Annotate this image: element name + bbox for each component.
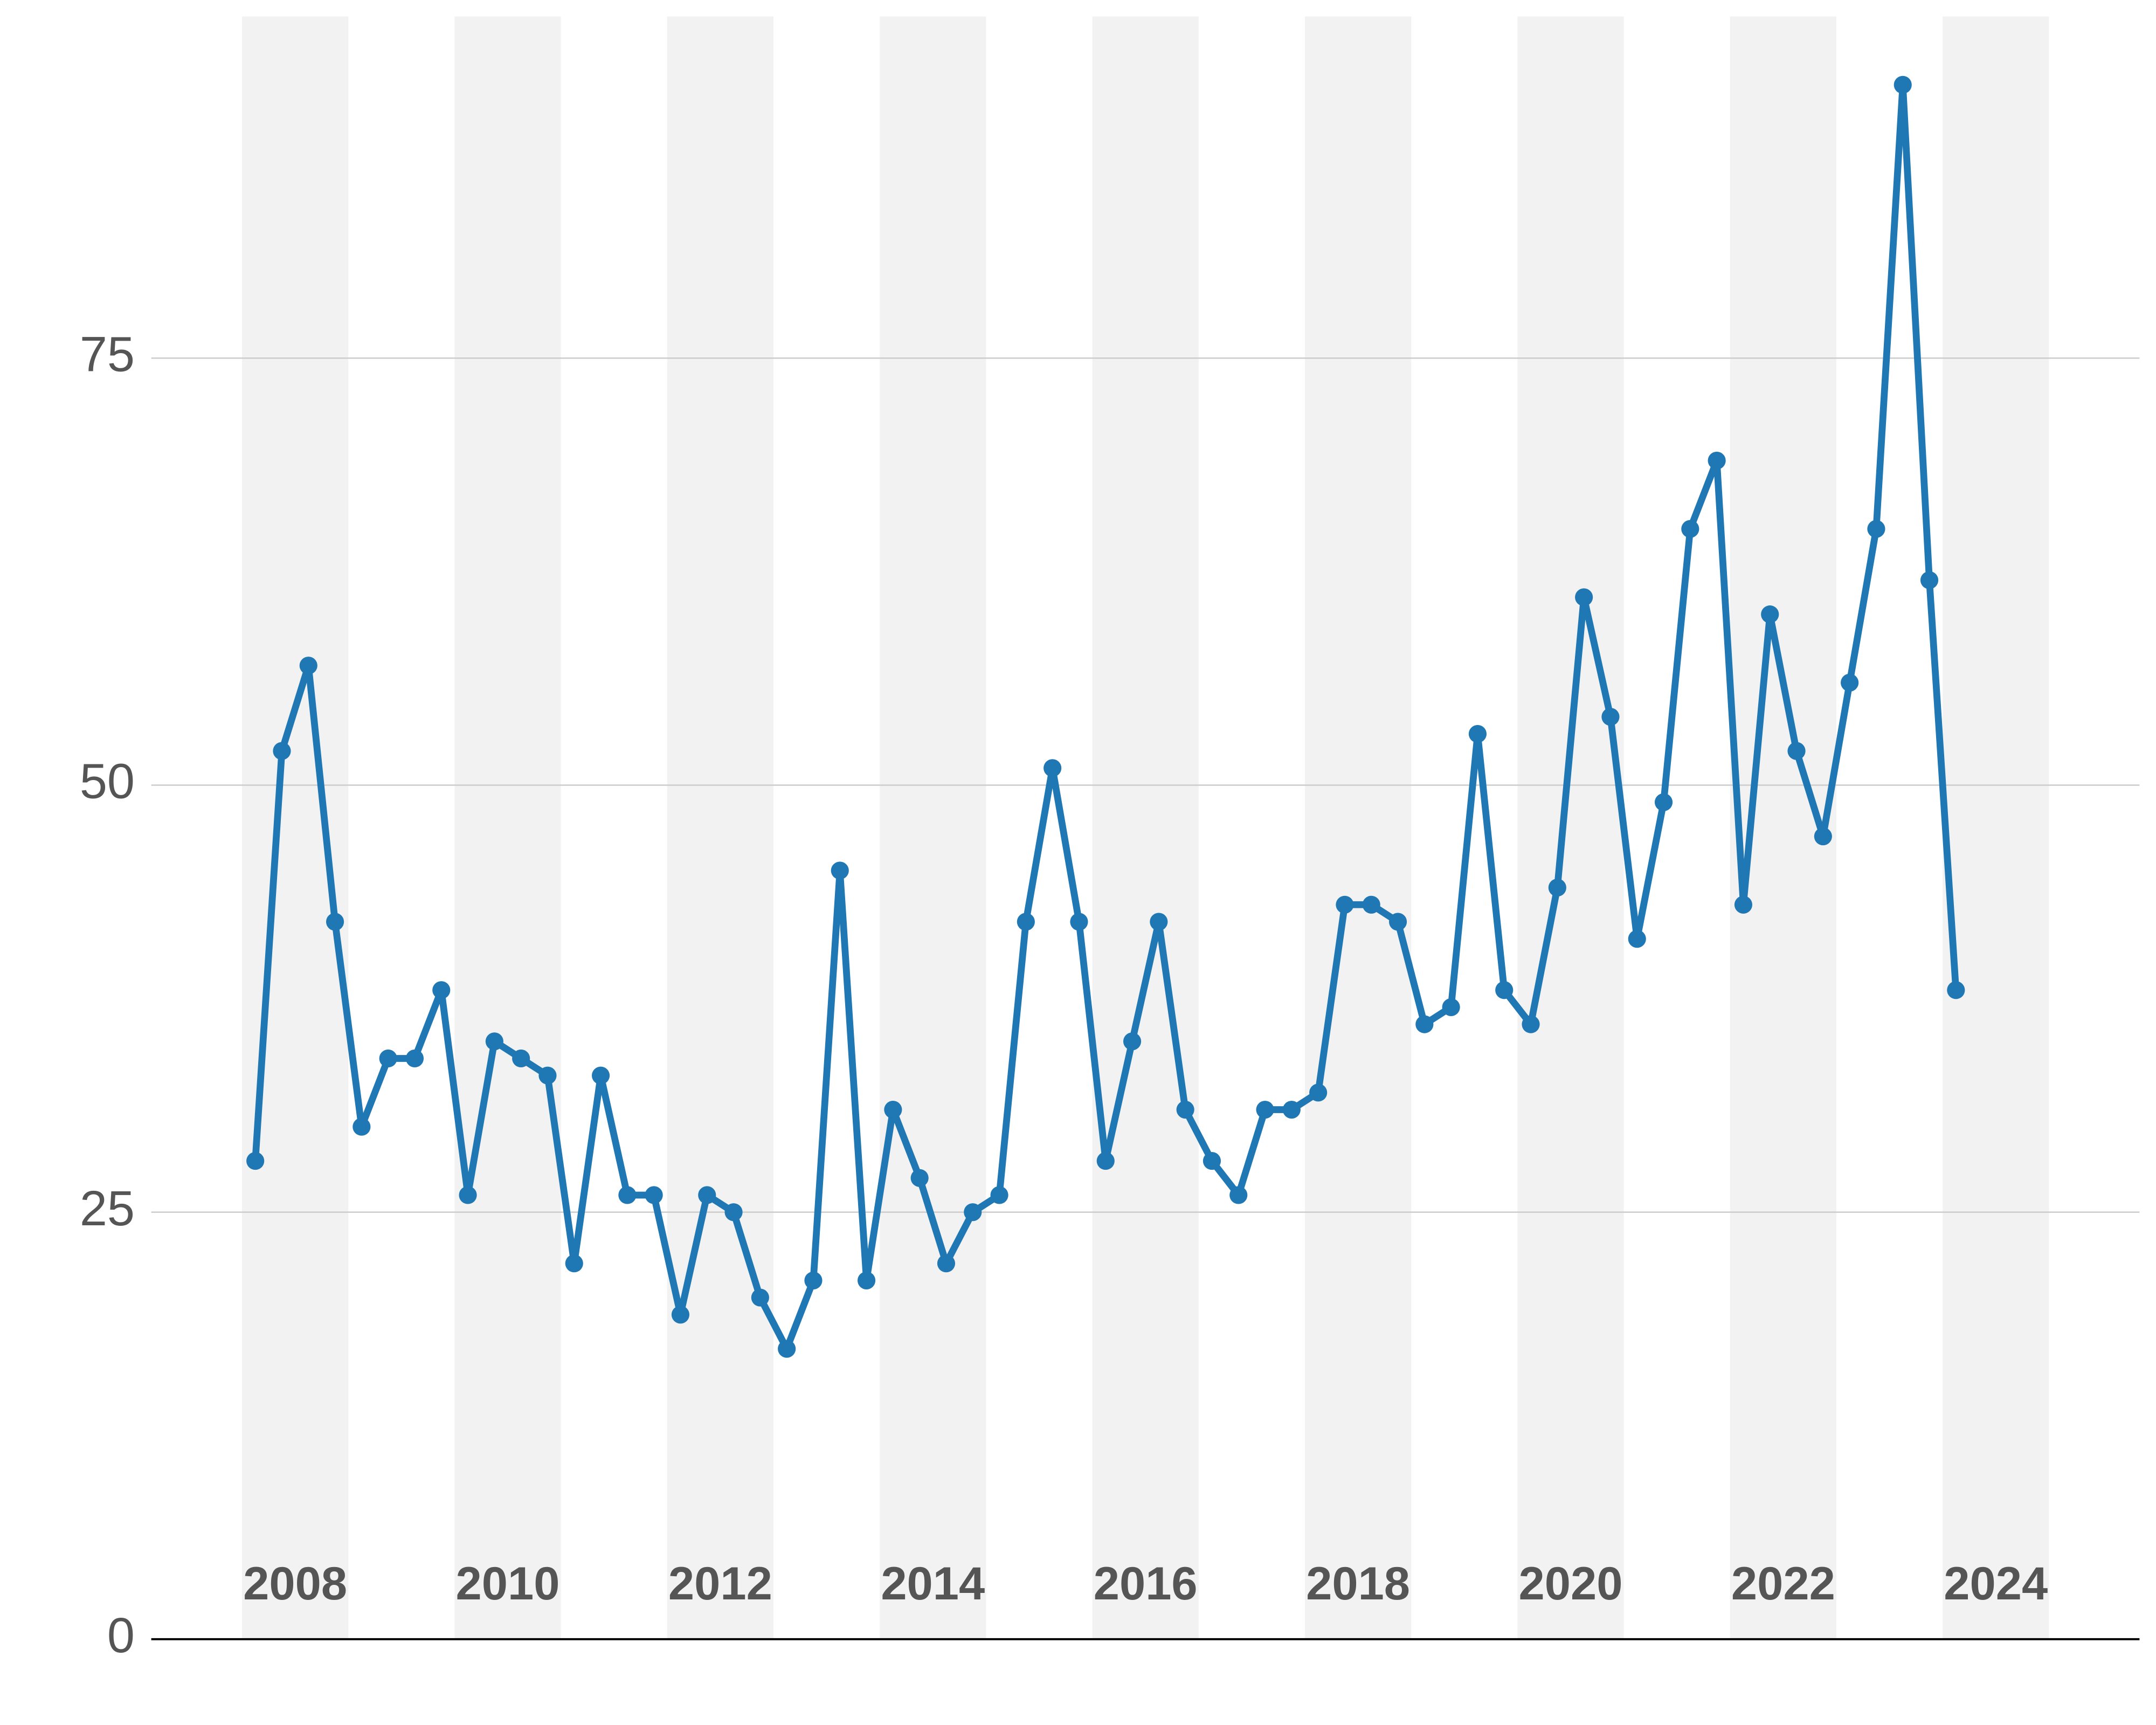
- point: [990, 1186, 1008, 1204]
- point: [1654, 793, 1673, 811]
- point: [910, 1169, 929, 1187]
- point: [831, 861, 849, 880]
- point: [512, 1049, 530, 1068]
- point: [405, 1049, 424, 1068]
- point: [1681, 520, 1699, 538]
- point: [1708, 451, 1726, 470]
- point: [1787, 742, 1806, 760]
- point: [964, 1203, 982, 1222]
- point: [751, 1288, 769, 1307]
- point: [671, 1306, 690, 1324]
- point: [1734, 895, 1753, 914]
- point: [1282, 1100, 1301, 1119]
- x-tick-label: 2008: [243, 1557, 347, 1610]
- point: [1044, 759, 1062, 777]
- x-tick-label: 2016: [1094, 1557, 1198, 1610]
- point: [591, 1066, 610, 1085]
- point: [1628, 930, 1646, 948]
- year-band: [1092, 16, 1199, 1639]
- point: [1096, 1152, 1115, 1170]
- point: [1203, 1152, 1221, 1170]
- x-tick-label: 2010: [456, 1557, 560, 1610]
- point: [565, 1254, 583, 1273]
- point: [884, 1100, 902, 1119]
- point: [538, 1066, 557, 1085]
- point: [804, 1271, 823, 1289]
- year-band: [880, 16, 986, 1639]
- point: [1495, 981, 1514, 999]
- point: [1548, 879, 1566, 897]
- point: [1468, 724, 1487, 743]
- point: [1070, 913, 1088, 931]
- point: [698, 1186, 716, 1204]
- year-band: [454, 16, 561, 1639]
- point: [937, 1254, 956, 1273]
- point: [1362, 895, 1380, 914]
- point: [326, 913, 344, 931]
- y-tick-label: 25: [80, 1181, 135, 1236]
- point: [485, 1032, 503, 1051]
- point: [1256, 1100, 1274, 1119]
- point: [1841, 673, 1859, 692]
- point: [459, 1186, 477, 1204]
- x-tick-label: 2020: [1519, 1557, 1623, 1610]
- y-tick-label: 75: [80, 327, 135, 382]
- point: [1123, 1032, 1142, 1051]
- point: [299, 657, 317, 675]
- point: [1894, 75, 1912, 94]
- point: [1176, 1100, 1194, 1119]
- x-tick-label: 2012: [668, 1557, 772, 1610]
- point: [1601, 708, 1620, 726]
- point: [724, 1203, 743, 1222]
- point: [1336, 895, 1354, 914]
- point: [1761, 605, 1779, 624]
- point: [1309, 1084, 1328, 1102]
- point: [1947, 981, 1965, 999]
- x-tick-label: 2022: [1731, 1557, 1835, 1610]
- point: [273, 742, 291, 760]
- x-tick-label: 2018: [1306, 1557, 1410, 1610]
- y-tick-label: 0: [107, 1608, 135, 1663]
- year-band: [1943, 16, 2049, 1639]
- point: [1867, 520, 1885, 538]
- point: [1442, 998, 1460, 1017]
- point: [1017, 913, 1035, 931]
- point: [1814, 827, 1832, 846]
- point: [1150, 913, 1168, 931]
- point: [1575, 588, 1593, 606]
- year-band: [1517, 16, 1624, 1639]
- point: [1415, 1015, 1434, 1033]
- point: [857, 1271, 876, 1289]
- year-band: [242, 16, 349, 1639]
- point: [379, 1049, 397, 1068]
- point: [1920, 571, 1939, 589]
- point: [432, 981, 451, 999]
- x-tick-label: 2014: [881, 1557, 985, 1610]
- point: [246, 1152, 265, 1170]
- point: [1388, 913, 1407, 931]
- year-band: [667, 16, 774, 1639]
- point: [1522, 1015, 1540, 1033]
- point: [618, 1186, 637, 1204]
- x-tick-label: 2024: [1944, 1557, 2048, 1610]
- point: [353, 1117, 371, 1136]
- year-band: [1304, 16, 1412, 1639]
- point: [645, 1186, 663, 1204]
- point: [778, 1340, 796, 1358]
- y-tick-label: 50: [80, 754, 135, 809]
- point: [1229, 1186, 1248, 1204]
